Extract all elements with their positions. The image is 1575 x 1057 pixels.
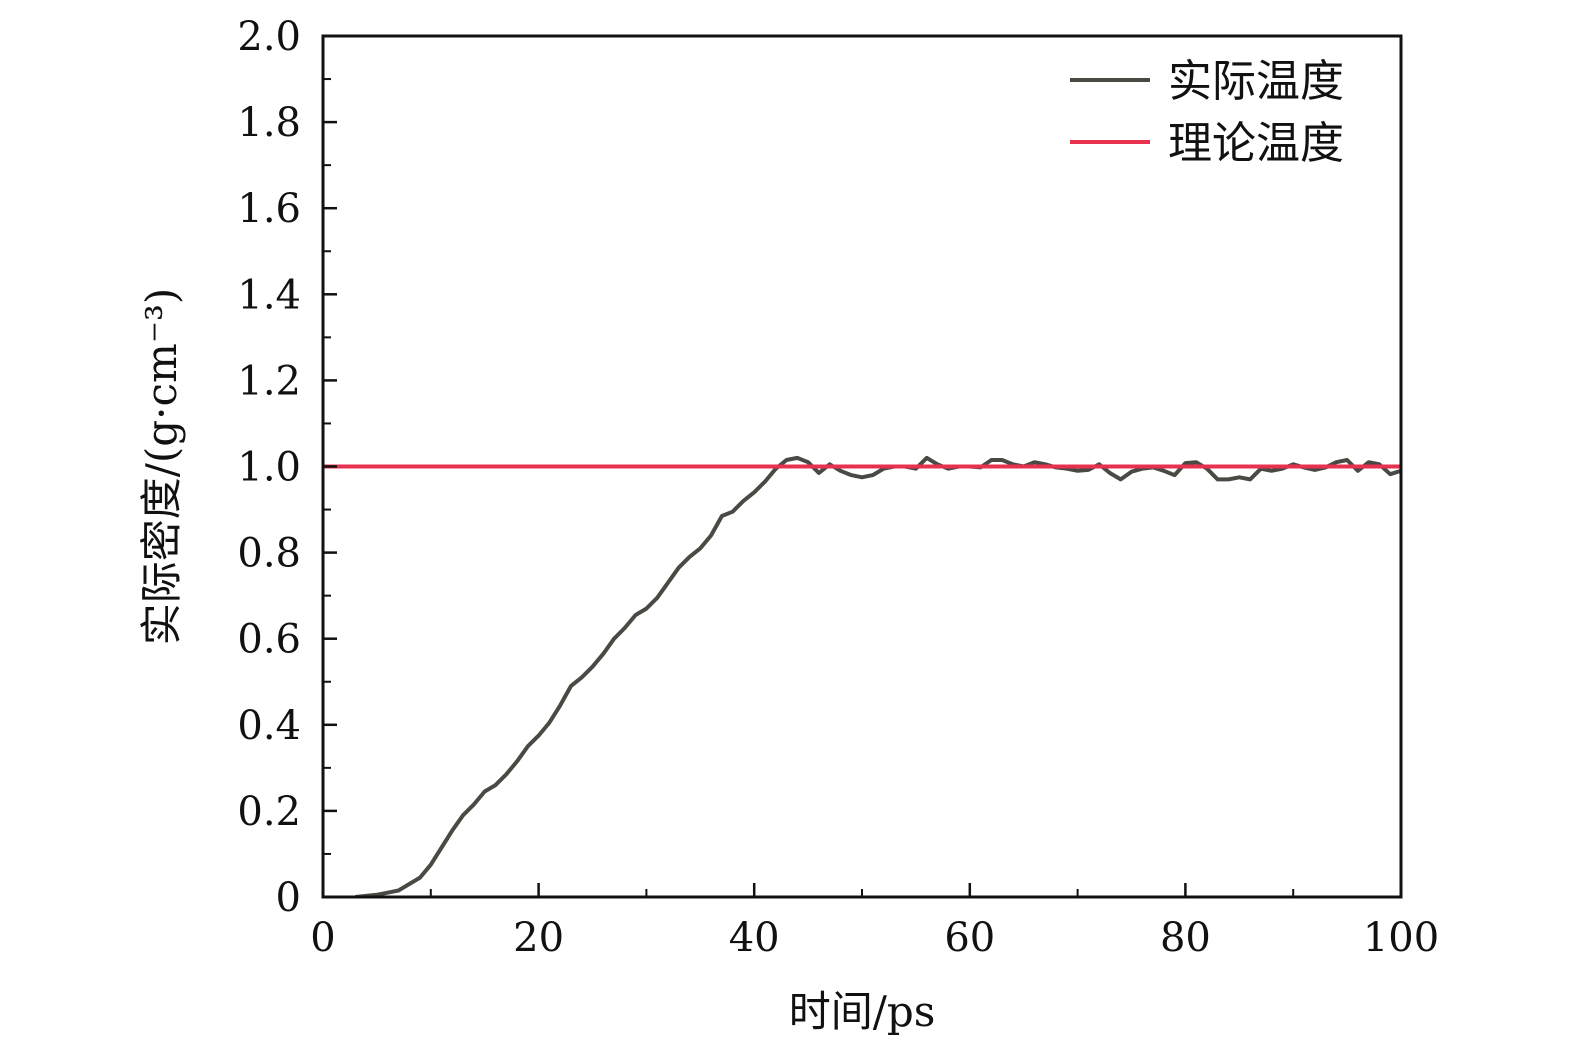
tick-label-layer: 0 20 40 60 80 100 0 0.2 0.4 0.6 0.8 1.0 1.2 1.4 1.6 1.8… bbox=[237, 14, 1439, 961]
y-tick-label: 0.8 bbox=[237, 531, 301, 577]
y-tick-label: 0.6 bbox=[237, 617, 301, 663]
y-tick-label: 1.0 bbox=[237, 445, 301, 491]
y-tick-label: 0.4 bbox=[237, 703, 301, 749]
y-tick-label: 1.2 bbox=[237, 358, 301, 404]
tick-layer bbox=[321, 34, 1403, 899]
y-tick-label: 1.6 bbox=[237, 186, 301, 232]
x-tick-label: 80 bbox=[1160, 915, 1211, 961]
x-tick-label: 40 bbox=[729, 915, 780, 961]
series-layer bbox=[323, 455, 1401, 897]
y-tick-label: 0.2 bbox=[237, 789, 301, 835]
x-tick-label: 0 bbox=[310, 915, 335, 961]
series-line-0 bbox=[355, 455, 1401, 897]
x-axis-title: 时间/ps bbox=[789, 987, 936, 1036]
x-tick-label: 20 bbox=[513, 915, 564, 961]
x-tick-label: 100 bbox=[1363, 915, 1439, 961]
x-tick-label: 60 bbox=[944, 915, 995, 961]
y-tick-label: 0 bbox=[276, 875, 301, 921]
y-tick-label: 1.4 bbox=[237, 272, 301, 318]
y-tick-label: 1.8 bbox=[237, 100, 301, 146]
legend-label-1: 理论温度 bbox=[1168, 118, 1344, 169]
y-tick-label: 2.0 bbox=[237, 14, 301, 60]
legend-label-0: 实际温度 bbox=[1168, 56, 1344, 107]
y-axis-title: 实际密度/(g·cm⁻³) bbox=[137, 288, 186, 646]
